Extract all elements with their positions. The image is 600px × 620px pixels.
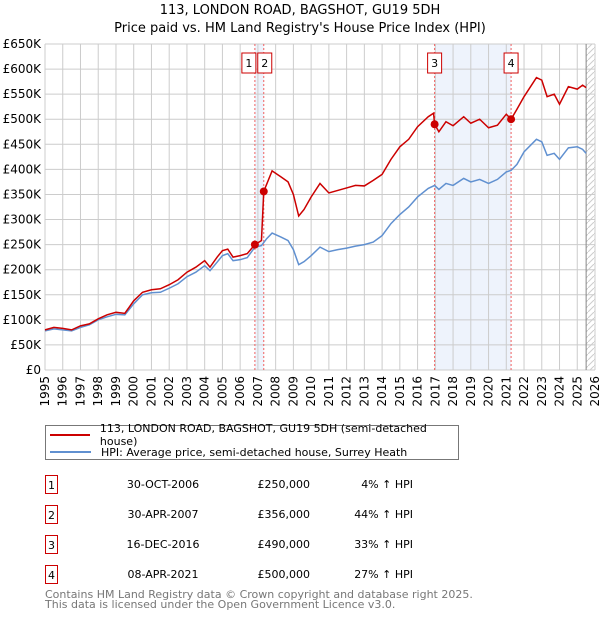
x-tick-label: 2015: [393, 376, 407, 407]
x-tick-label: 2016: [411, 376, 425, 407]
transaction-hpi-change: 44% ↑ HPI: [354, 508, 413, 521]
x-tick-label: 2019: [464, 376, 478, 407]
legend-line-red: [50, 434, 90, 436]
x-tick-label: 1995: [38, 376, 52, 407]
x-tick-label: 2003: [180, 376, 194, 407]
y-tick-label: £300K: [3, 213, 43, 227]
sale-point: [250, 240, 259, 249]
transaction-hpi-change: 27% ↑ HPI: [354, 568, 413, 581]
x-tick-label: 2022: [517, 376, 531, 407]
x-tick-label: 2013: [357, 376, 371, 407]
x-tick-label: 2012: [340, 376, 354, 407]
y-tick-label: £500K: [3, 112, 43, 126]
y-tick-label: £50K: [10, 338, 42, 352]
transaction-price: £500,000: [257, 568, 311, 581]
x-tick-label: 1998: [91, 376, 105, 407]
x-tick-label: 2009: [286, 376, 300, 407]
legend-item-hpi: HPI: Average price, semi-detached house,…: [50, 444, 407, 460]
y-tick-label: £600K: [3, 62, 43, 76]
x-tick-label: 2014: [375, 376, 389, 407]
y-tick-label: £650K: [3, 37, 43, 51]
chart-title: 113, LONDON ROAD, BAGSHOT, GU19 5DH: [159, 3, 441, 18]
x-tick-label: 2017: [428, 376, 442, 407]
x-tick-label: 2006: [233, 376, 247, 407]
series-line: [44, 138, 587, 332]
y-tick-label: £200K: [3, 263, 43, 277]
footer-licence: This data is licensed under the Open Gov…: [45, 598, 396, 611]
transaction-date: 30-OCT-2006: [126, 478, 200, 491]
x-tick-label: 2007: [251, 376, 265, 407]
transaction-number-badge: 4: [45, 565, 58, 584]
legend-item-property: 113, LONDON ROAD, BAGSHOT, GU19 5DH (sem…: [50, 422, 458, 448]
legend-label: 113, LONDON ROAD, BAGSHOT, GU19 5DH (sem…: [99, 422, 427, 448]
x-tick-label: 1999: [109, 376, 123, 407]
x-tick-label: 2021: [499, 376, 513, 407]
y-tick-label: £150K: [3, 288, 43, 302]
transaction-number-badge: 3: [45, 535, 58, 554]
marker-label: 1: [245, 57, 252, 70]
price-chart: 1995 1996 1997 1998 1999 2000 2001 2002 2003 2004…: [3, 37, 600, 407]
chart-subtitle: Price paid vs. HM Land Registry's House …: [114, 21, 486, 36]
transaction-date: 16-DEC-2016: [126, 538, 200, 551]
x-tick-label: 2002: [162, 376, 176, 407]
y-tick-label: £350K: [3, 187, 43, 201]
x-tick-label: 1996: [56, 376, 70, 407]
x-tick-label: 2025: [570, 376, 584, 407]
sale-point: [259, 187, 268, 196]
transaction-date: 08-APR-2021: [127, 568, 199, 581]
marker-label-box: [241, 52, 257, 74]
transaction-date: 30-APR-2007: [127, 508, 199, 521]
marker-label-box: [257, 52, 273, 74]
marker-label: 4: [508, 57, 515, 70]
shaded-period: [434, 44, 512, 370]
y-tick-label: £0: [26, 363, 41, 377]
legend-label: HPI: Average price, semi-detached house,…: [101, 445, 408, 459]
x-tick-label: 2001: [144, 376, 158, 407]
x-tick-label: 2023: [535, 376, 549, 407]
y-tick-label: £100K: [3, 313, 43, 327]
x-tick-label: 2024: [553, 376, 567, 407]
marker-label: 3: [431, 57, 438, 70]
x-tick-label: 2004: [198, 376, 212, 407]
y-tick-label: £400K: [3, 162, 43, 176]
transaction-price: £490,000: [257, 538, 311, 551]
y-tick-label: £550K: [3, 87, 43, 101]
x-tick-label: 2000: [127, 376, 141, 407]
transaction-hpi-change: 4% ↑ HPI: [361, 478, 413, 491]
x-tick-label: 2018: [446, 376, 460, 407]
x-tick-label: 2008: [269, 376, 283, 407]
x-tick-label: 2011: [322, 376, 336, 407]
future-hatch: [586, 44, 595, 370]
marker-label: 2: [261, 57, 268, 70]
x-tick-label: 2026: [588, 376, 600, 407]
x-tick-label: 2010: [304, 376, 318, 407]
x-tick-label: 2020: [482, 376, 496, 407]
shaded-period: [254, 44, 264, 370]
transaction-number-badge: 2: [45, 505, 58, 524]
footer-copyright: Contains HM Land Registry data © Crown c…: [45, 588, 473, 601]
transaction-price: £250,000: [257, 478, 311, 491]
transaction-price: £356,000: [257, 508, 311, 521]
sale-point: [430, 120, 439, 129]
sale-point: [507, 115, 516, 124]
y-tick-label: £450K: [3, 137, 43, 151]
legend-line-blue: [50, 451, 91, 453]
legend: 113, LONDON ROAD, BAGSHOT, GU19 5DH (sem…: [45, 422, 459, 460]
transaction-number-badge: 1: [45, 475, 58, 494]
x-tick-label: 2005: [215, 376, 229, 407]
y-tick-label: £250K: [3, 238, 43, 252]
marker-label-box: [427, 52, 443, 74]
series-line: [44, 76, 587, 331]
x-tick-label: 1997: [73, 376, 87, 407]
transaction-hpi-change: 33% ↑ HPI: [354, 538, 413, 551]
marker-label-box: [503, 52, 519, 74]
